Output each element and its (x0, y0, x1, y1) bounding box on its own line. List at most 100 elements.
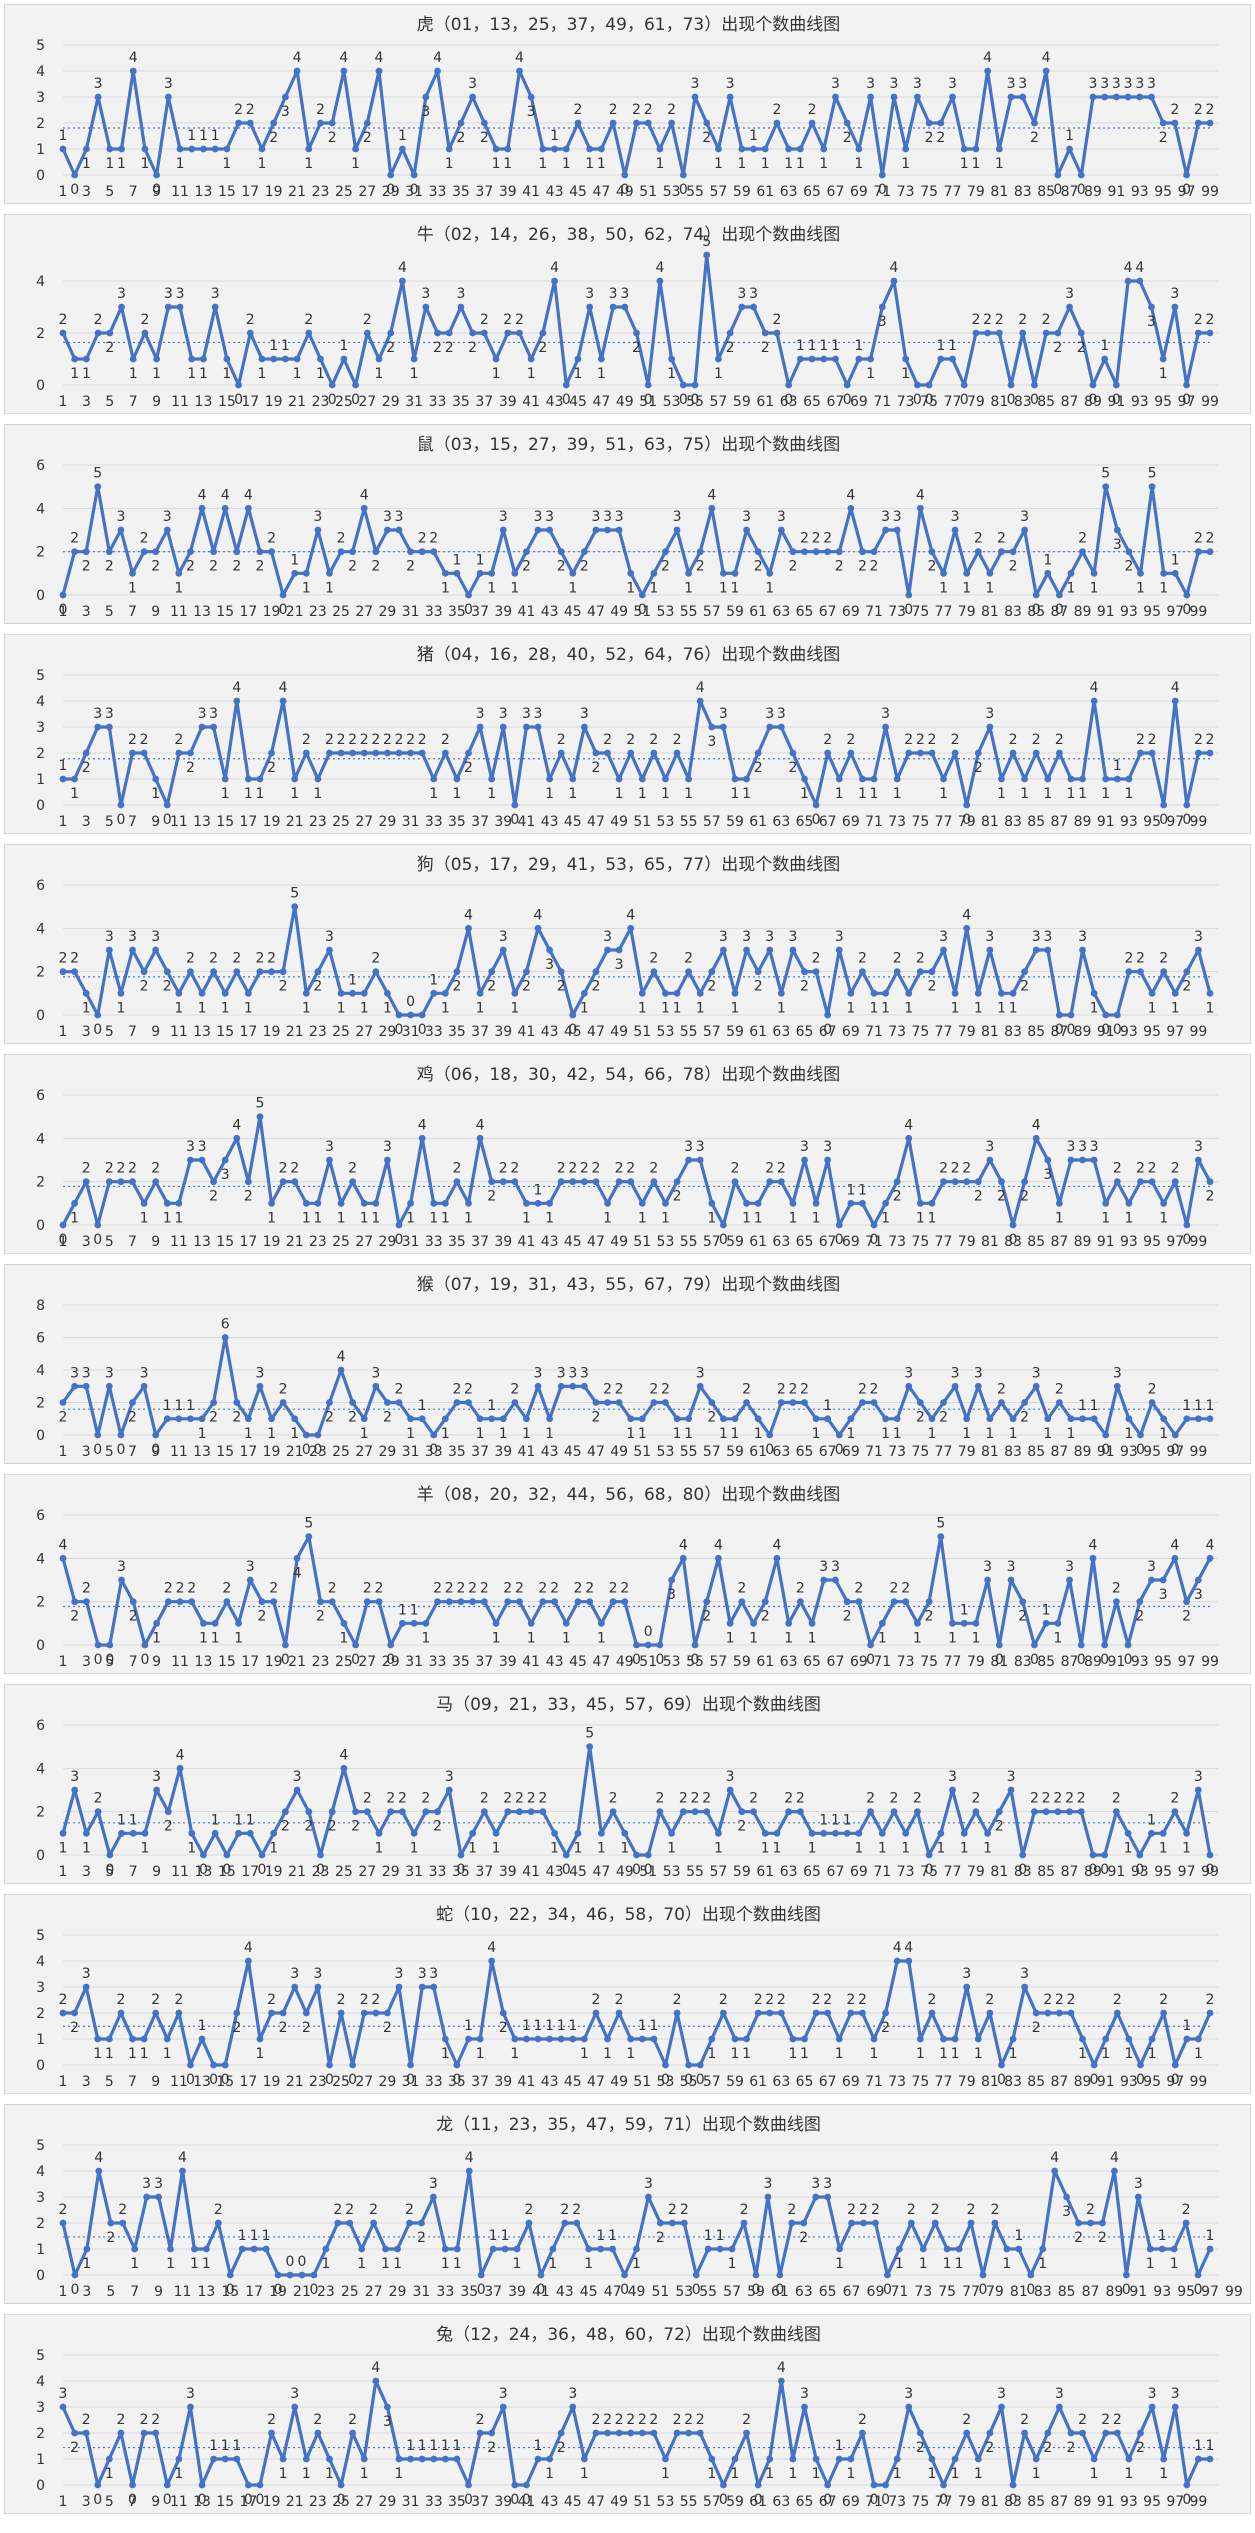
data-point (210, 1178, 218, 1186)
data-label: 2 (351, 1819, 360, 1835)
data-point (410, 1829, 418, 1837)
data-point (516, 1808, 523, 1816)
x-tick-label: 55 (686, 184, 704, 200)
data-point (796, 355, 804, 363)
data-label: 0 (386, 182, 395, 198)
data-label: 1 (199, 128, 208, 144)
data-label: 2 (480, 1581, 489, 1597)
data-point (773, 119, 781, 127)
data-label: 2 (386, 340, 395, 356)
x-tick-label: 95 (1143, 1024, 1161, 1040)
data-point (349, 2061, 357, 2069)
data-point (708, 2035, 716, 2043)
data-point (801, 1156, 808, 1164)
data-point (656, 2219, 664, 2227)
x-tick-label: 95 (1143, 604, 1161, 620)
data-point (430, 2455, 438, 2463)
data-point (457, 119, 465, 127)
x-tick-label: 7 (128, 1234, 137, 1250)
data-point (1042, 329, 1050, 337)
data-label: 4 (293, 50, 302, 66)
data-point (905, 1382, 913, 1390)
x-tick-label: 81 (981, 2494, 999, 2510)
data-point (1021, 1399, 1029, 1406)
x-tick-label: 83 (1004, 1234, 1022, 1250)
x-tick-label: 19 (263, 2074, 281, 2090)
data-label: 1 (468, 1840, 477, 1856)
data-point (1171, 989, 1179, 997)
data-label: 3 (800, 1139, 809, 1155)
data-label: 1 (714, 156, 723, 172)
data-point (1206, 749, 1214, 757)
data-label: 0 (979, 2282, 988, 2298)
data-point (1112, 1808, 1120, 1816)
data-label: 1 (522, 2018, 531, 2034)
data-point (82, 1983, 90, 1991)
data-label: 2 (580, 1161, 589, 1177)
x-tick-label: 69 (842, 1024, 860, 1040)
data-point (152, 2429, 160, 2437)
data-point (279, 591, 287, 599)
y-tick-label: 6 (36, 878, 45, 894)
data-point (293, 67, 301, 75)
data-point (469, 1598, 477, 1606)
data-point (974, 1178, 982, 1186)
data-label: 1 (410, 366, 419, 382)
data-point (281, 1808, 289, 1816)
x-tick-label: 77 (935, 814, 953, 830)
data-label: 4 (339, 50, 348, 66)
data-label: 2 (572, 2202, 581, 2218)
data-label: 2 (128, 1410, 137, 1426)
data-point (638, 2035, 646, 2043)
data-point (776, 2271, 784, 2279)
data-label: 2 (557, 1161, 566, 1177)
data-label: 2 (1136, 951, 1145, 967)
data-point (754, 2009, 762, 2017)
data-point (1021, 1178, 1029, 1186)
data-point (221, 775, 229, 783)
data-label: 2 (1135, 1609, 1144, 1625)
data-label: 3 (211, 286, 220, 302)
data-label: 1 (800, 2046, 809, 2062)
data-label: 1 (238, 2228, 247, 2244)
data-point (71, 2429, 78, 2437)
data-label: 0 (562, 1862, 571, 1878)
data-point (1112, 93, 1120, 101)
data-label: 2 (1086, 2202, 1095, 2218)
data-point (1089, 1851, 1097, 1859)
data-point (504, 145, 512, 153)
chart-title: 羊（08，20，32，44，56，68，80）出现个数曲线图 (417, 1485, 840, 1505)
data-label: 1 (545, 2466, 554, 2482)
data-point (422, 1808, 430, 1816)
data-label: 0 (568, 1022, 577, 1038)
data-point (960, 145, 968, 153)
data-label: 2 (927, 979, 936, 995)
data-point (270, 1598, 278, 1606)
data-label: 3 (763, 2176, 772, 2192)
data-label: 0 (995, 1652, 1004, 1668)
data-label: 3 (545, 509, 554, 525)
x-tick-label: 3 (82, 1654, 91, 1670)
x-tick-label: 19 (265, 394, 283, 410)
data-point (960, 381, 968, 389)
data-label: 2 (615, 1382, 624, 1398)
data-point (1195, 946, 1202, 954)
data-point (129, 355, 137, 363)
data-label: 0 (1100, 1652, 1109, 1668)
data-label: 0 (279, 602, 288, 618)
x-tick-label: 13 (195, 394, 213, 410)
data-point (337, 749, 345, 757)
data-label: 1 (584, 2256, 593, 2272)
data-label: 4 (1170, 1537, 1179, 1553)
data-label: 2 (433, 1581, 442, 1597)
x-tick-label: 93 (1120, 1024, 1138, 1040)
x-tick-label: 57 (703, 1234, 721, 1250)
x-tick-label: 57 (703, 1444, 721, 1460)
y-tick-label: 4 (36, 1131, 45, 1147)
data-point (1009, 548, 1017, 556)
data-point (668, 1576, 676, 1584)
data-label: 2 (1043, 1992, 1052, 2008)
data-point (94, 329, 102, 337)
data-point (117, 989, 125, 997)
data-point (1087, 2219, 1094, 2227)
